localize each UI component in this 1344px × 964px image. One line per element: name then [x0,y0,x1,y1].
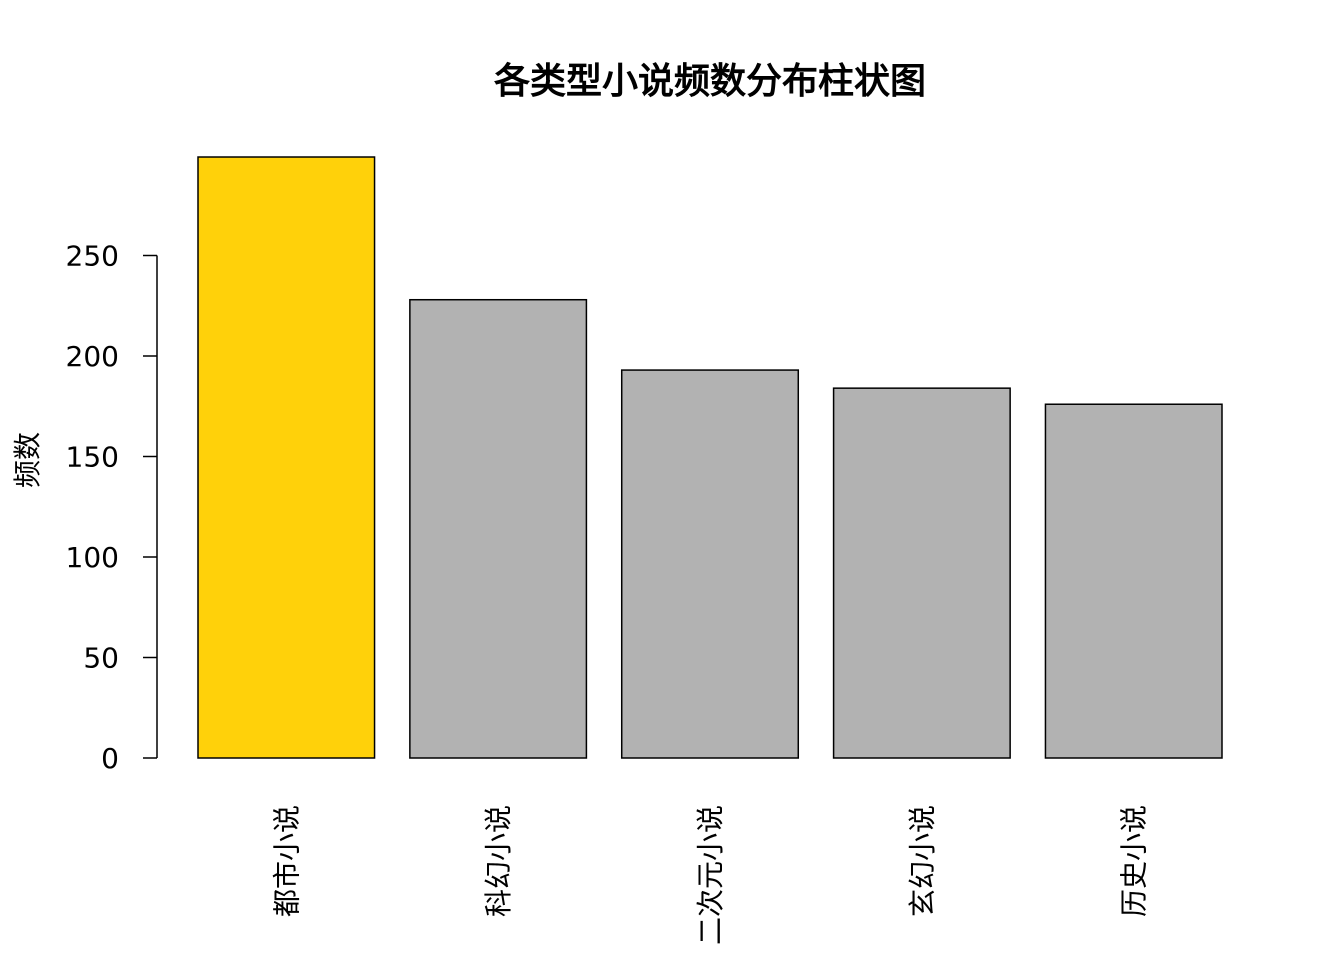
bar-4 [832,387,1011,759]
y-tick-label: 200 [66,340,119,373]
x-category-label: 都市小说 [270,805,303,917]
x-axis-labels: 都市小说 科幻小说 二次元小说 玄幻小说 历史小说 [270,805,1150,945]
x-category-label: 玄幻小说 [906,805,939,917]
bar-2 [409,298,588,759]
y-axis: 0 50 100 150 200 250 [66,240,158,775]
y-axis-label: 频数 [11,432,44,488]
y-tick-label: 0 [101,742,119,775]
x-category-label: 二次元小说 [694,805,727,945]
bar-5 [1044,403,1223,759]
y-tick-label: 50 [83,642,119,675]
bar-1 [197,156,376,759]
y-tick-label: 100 [66,541,119,574]
bar-3 [620,369,800,759]
chart-title: 各类型小说频数分布柱状图 [494,61,926,102]
y-tick-label: 250 [66,240,119,273]
y-tick-label: 150 [66,441,119,474]
bars-group [197,156,1223,759]
x-category-label: 历史小说 [1118,805,1151,917]
x-category-label: 科幻小说 [482,805,515,917]
